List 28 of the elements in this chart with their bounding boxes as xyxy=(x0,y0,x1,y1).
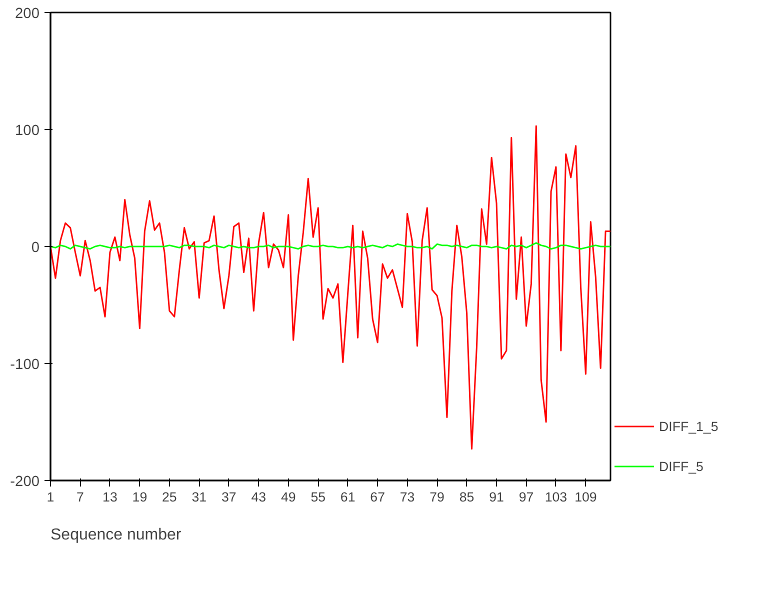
x-tick-label: 31 xyxy=(192,490,207,504)
x-tick-label: 67 xyxy=(370,490,385,504)
y-tick-label: 200 xyxy=(15,6,40,22)
x-axis-title: Sequence number xyxy=(50,526,182,544)
x-tick-label: 55 xyxy=(310,490,326,504)
x-tick-label: 103 xyxy=(544,490,568,504)
x-tick-label: 13 xyxy=(102,490,118,504)
y-tick-label: -200 xyxy=(10,474,40,490)
x-tick-label: 79 xyxy=(430,490,444,504)
legend-label: DIFF_1_5 xyxy=(659,418,718,434)
x-tick-label: 7 xyxy=(76,490,84,504)
x-tick-label: 85 xyxy=(459,490,474,504)
y-tick-label: 0 xyxy=(31,240,40,256)
x-tick-label: 91 xyxy=(489,490,504,504)
x-tick-label: 109 xyxy=(574,490,597,504)
legend-label: DIFF_5 xyxy=(659,458,704,474)
x-tick-label: 73 xyxy=(400,490,415,504)
x-tick-label: 19 xyxy=(132,490,148,504)
x-tick-label: 1 xyxy=(46,490,54,504)
x-tick-label: 97 xyxy=(518,490,534,504)
y-tick-label: -100 xyxy=(10,357,40,373)
x-tick-label: 61 xyxy=(340,490,356,504)
line-series xyxy=(50,125,610,450)
x-tick-label: 43 xyxy=(251,490,266,504)
x-tick-label: 25 xyxy=(162,490,177,504)
x-tick-label: 49 xyxy=(280,490,296,504)
y-tick-label: 100 xyxy=(15,123,40,139)
x-tick-label: 37 xyxy=(221,490,236,504)
